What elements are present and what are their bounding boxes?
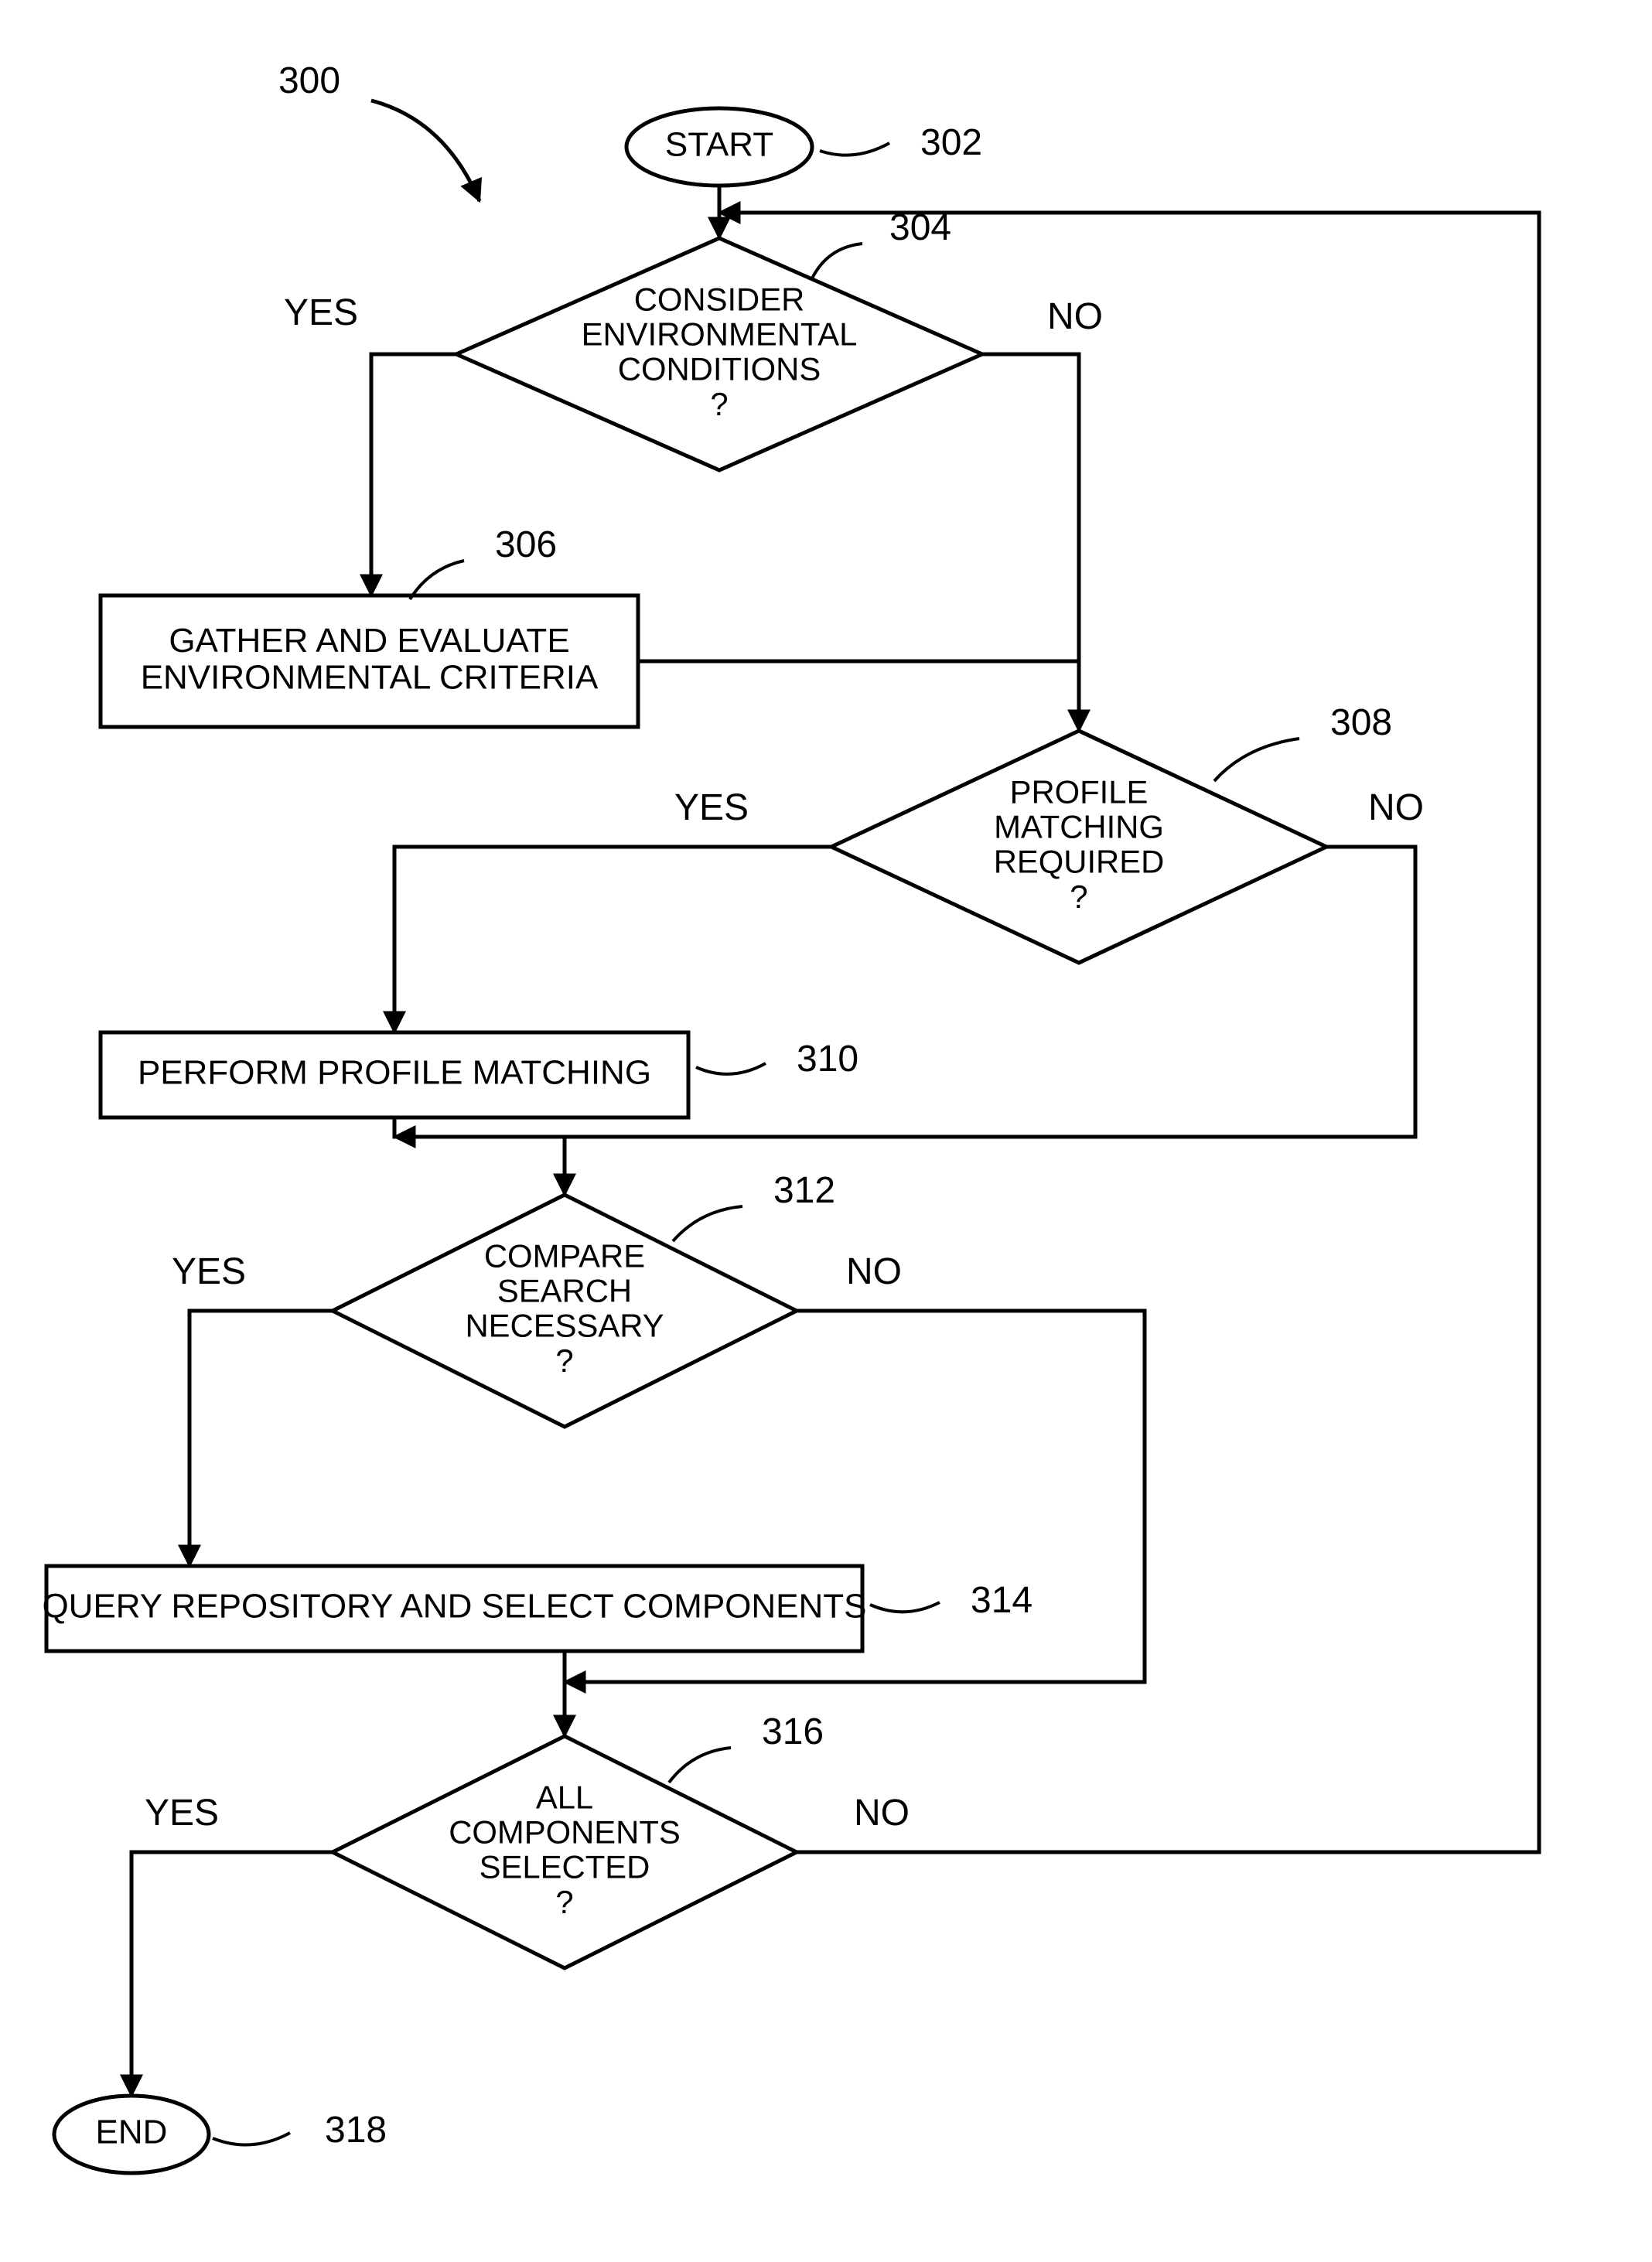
ref-leader bbox=[669, 1748, 731, 1783]
ref-leader bbox=[820, 143, 889, 155]
node-text-line: MATCHING bbox=[994, 808, 1164, 844]
ref-number: 316 bbox=[762, 1711, 824, 1752]
ref-leader bbox=[812, 244, 862, 278]
flow-edge bbox=[982, 354, 1079, 731]
node-d316: ALLCOMPONENTSSELECTED? 316 bbox=[333, 1711, 824, 1968]
flow-edge bbox=[371, 354, 456, 595]
node-text-line: ? bbox=[555, 1343, 573, 1379]
node-text-line: END bbox=[96, 2114, 168, 2151]
ref-number: 304 bbox=[889, 207, 951, 248]
branch-label: NO bbox=[854, 1793, 910, 1834]
node-text-line: SEARCH bbox=[497, 1272, 632, 1308]
branch-label: YES bbox=[674, 787, 749, 828]
node-text-line: GATHER AND EVALUATE bbox=[169, 622, 569, 660]
node-p310: PERFORM PROFILE MATCHING 310 bbox=[101, 1032, 858, 1117]
node-text-line: START bbox=[665, 126, 773, 164]
ref-number: 308 bbox=[1330, 702, 1392, 743]
node-d304: CONSIDERENVIRONMENTALCONDITIONS? 304 bbox=[456, 207, 982, 470]
node-end: END 318 bbox=[54, 2096, 387, 2173]
node-text-line: ENVIRONMENTAL CRITERIA bbox=[141, 658, 599, 696]
ref-leader bbox=[213, 2133, 290, 2145]
branch-label: NO bbox=[846, 1251, 902, 1292]
node-d312: COMPARESEARCHNECESSARY? 312 bbox=[333, 1170, 835, 1427]
ref-number: 312 bbox=[773, 1170, 835, 1211]
figure-ref: 300 bbox=[278, 60, 340, 101]
node-text-line: COMPARE bbox=[484, 1237, 645, 1274]
node-start: START 302 bbox=[626, 108, 982, 186]
ref-number: 314 bbox=[971, 1580, 1032, 1621]
branch-label: YES bbox=[284, 292, 358, 333]
flow-edge bbox=[189, 1311, 333, 1566]
node-text-line: SELECTED bbox=[480, 1849, 650, 1885]
branch-label: NO bbox=[1368, 787, 1424, 828]
node-d308: PROFILEMATCHINGREQUIRED? 308 bbox=[831, 702, 1392, 963]
node-text-line: QUERY REPOSITORY AND SELECT COMPONENTS bbox=[42, 1588, 866, 1626]
ref-number: 318 bbox=[325, 2110, 387, 2151]
node-text-line: COMPONENTS bbox=[449, 1813, 681, 1850]
ref-number: 310 bbox=[797, 1039, 858, 1080]
ref-leader bbox=[870, 1602, 940, 1612]
ref-leader bbox=[1214, 739, 1299, 781]
node-text-line: NECESSARY bbox=[465, 1308, 664, 1344]
branch-label: YES bbox=[145, 1793, 219, 1834]
branch-label: YES bbox=[172, 1251, 246, 1292]
node-text-line: CONSIDER bbox=[634, 281, 805, 317]
ref-number: 302 bbox=[920, 122, 982, 163]
flow-edge bbox=[394, 847, 831, 1032]
node-text-line: CONDITIONS bbox=[618, 351, 821, 387]
node-text-line: ? bbox=[710, 386, 728, 422]
node-text-line: PERFORM PROFILE MATCHING bbox=[138, 1054, 651, 1092]
node-p314: QUERY REPOSITORY AND SELECT COMPONENTS 31… bbox=[42, 1566, 1032, 1651]
nodes-layer: START 302 CONSIDERENVIRONMENTALCONDITIONS?… bbox=[42, 108, 1392, 2173]
edges-layer: YES NO YES NO YES NO YES NO bbox=[131, 186, 1539, 2096]
flow-edge bbox=[131, 1852, 333, 2096]
ref-leader bbox=[673, 1206, 742, 1241]
node-text-line: ? bbox=[555, 1884, 573, 1920]
node-text-line: ENVIRONMENTAL bbox=[582, 316, 858, 352]
node-text-line: REQUIRED bbox=[994, 844, 1165, 880]
branch-label: NO bbox=[1047, 296, 1103, 337]
node-text-line: ? bbox=[1070, 879, 1087, 915]
figure-ref-arrow bbox=[371, 101, 480, 201]
node-text-line: ALL bbox=[536, 1779, 593, 1815]
ref-leader bbox=[696, 1063, 766, 1074]
node-text-line: PROFILE bbox=[1010, 773, 1149, 810]
ref-number: 306 bbox=[495, 524, 557, 565]
flow-edge bbox=[394, 1137, 565, 1195]
